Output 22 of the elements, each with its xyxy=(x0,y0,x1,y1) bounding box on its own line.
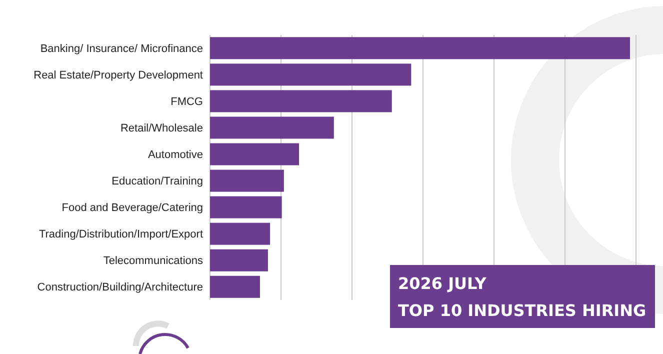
bar xyxy=(210,116,334,139)
y-tick-label: FMCG xyxy=(170,96,203,108)
y-tick-label: Automotive xyxy=(148,149,203,162)
bar xyxy=(210,222,270,245)
y-tick-label: Food and Beverage/Catering xyxy=(62,202,203,214)
bar xyxy=(210,196,282,218)
bar xyxy=(210,276,260,298)
bar xyxy=(210,170,284,192)
bar xyxy=(210,90,392,112)
y-tick-label: Construction/Building/Architecture xyxy=(37,282,203,294)
y-tick-label: Real Estate/Property Development xyxy=(34,70,203,82)
bar xyxy=(210,64,412,86)
y-tick-label: Retail/Wholesale xyxy=(120,122,203,135)
bar xyxy=(210,143,300,166)
text: 2026 JULY xyxy=(398,274,487,293)
y-tick-label: Education/Training xyxy=(112,176,203,188)
text: TOP 10 INDUSTRIES HIRING xyxy=(398,301,646,320)
y-tick-label: Banking/ Insurance/ Microfinance xyxy=(40,42,203,55)
bar xyxy=(210,249,268,272)
y-tick-label: Trading/Distribution/Import/Export xyxy=(38,228,203,241)
y-tick-label: Telecommunications xyxy=(103,255,204,268)
bar xyxy=(210,37,630,60)
